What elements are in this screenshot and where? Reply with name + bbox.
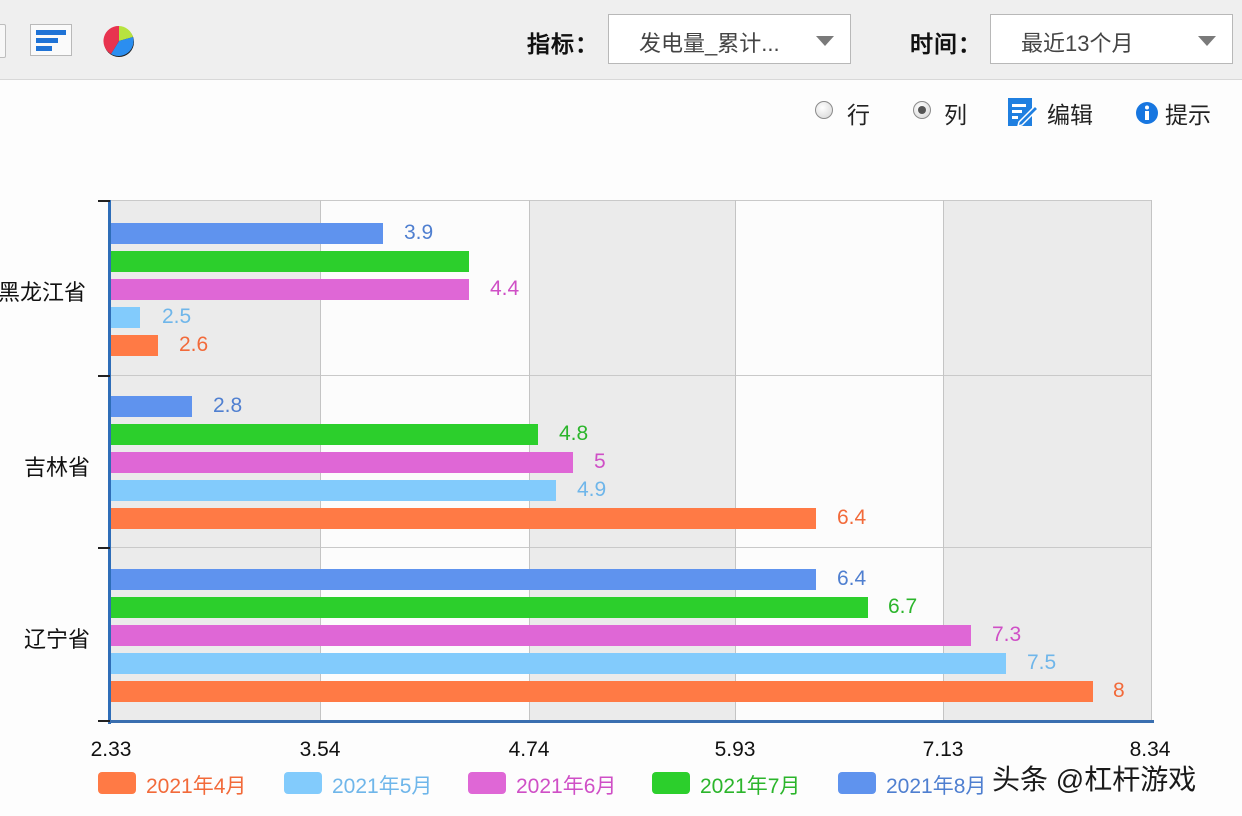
- y-axis-tick: [98, 720, 110, 722]
- data-label: 4.8: [559, 422, 589, 445]
- legend-item-2021-08[interactable]: 2021年8月: [838, 770, 1008, 798]
- bar-jilin-2021-07[interactable]: [111, 424, 538, 445]
- row-radio-option[interactable]: 行: [815, 96, 875, 134]
- bar-jilin-2021-05[interactable]: [111, 480, 556, 501]
- pie-chart-icon: [103, 25, 134, 57]
- gridline-vertical: [943, 200, 944, 722]
- toolbar: 指标： 发电量_累计... 时间： 最近13个月: [0, 0, 1242, 80]
- data-label: 4.4: [490, 277, 520, 300]
- time-select[interactable]: 最近13个月: [990, 14, 1233, 64]
- legend-item-2021-04[interactable]: 2021年4月: [98, 770, 268, 798]
- legend-label: 2021年6月: [516, 775, 617, 798]
- x-axis: [108, 720, 1154, 723]
- hint-label: 提示: [1165, 102, 1211, 128]
- data-label: 6.7: [888, 595, 918, 618]
- row-radio-label: 行: [847, 102, 870, 128]
- edit-button[interactable]: 编辑: [1007, 96, 1102, 134]
- time-select-value: 最近13个月: [1021, 31, 1134, 56]
- legend-label: 2021年4月: [146, 775, 247, 798]
- x-tick-label: 2.33: [90, 738, 132, 761]
- bar-liaoning-2021-04[interactable]: [111, 681, 1093, 702]
- data-label: 6.4: [837, 567, 867, 590]
- bar-heilongjiang-2021-04[interactable]: [111, 335, 158, 356]
- legend-label: 2021年8月: [886, 775, 987, 798]
- bar-liaoning-2021-08[interactable]: [111, 569, 816, 590]
- bar-heilongjiang-2021-07[interactable]: [111, 251, 469, 272]
- legend-item-2021-05[interactable]: 2021年5月: [284, 770, 454, 798]
- edit-icon: [1008, 98, 1039, 128]
- category-label-heilongjiang: 黑龙江省: [0, 280, 87, 305]
- gridline-horizontal: [110, 547, 1152, 548]
- x-tick-label: 4.74: [508, 738, 550, 761]
- bar-jilin-2021-08[interactable]: [111, 396, 192, 417]
- legend-label: 2021年5月: [332, 775, 433, 798]
- data-label: 5: [594, 450, 606, 473]
- data-label: 8: [1113, 679, 1125, 702]
- indicator-select-value: 发电量_累计...: [639, 31, 780, 56]
- toolbar-partial-button[interactable]: [0, 24, 6, 58]
- gridline-horizontal: [110, 375, 1152, 376]
- bar-jilin-2021-06[interactable]: [111, 452, 573, 473]
- edit-label: 编辑: [1047, 102, 1093, 128]
- plot-band: [943, 200, 1152, 722]
- legend-swatch: [468, 772, 506, 794]
- pie-chart-button[interactable]: [102, 24, 136, 58]
- data-label: 7.5: [1027, 651, 1057, 674]
- bar-liaoning-2021-06[interactable]: [111, 625, 971, 646]
- bar-heilongjiang-2021-05[interactable]: [111, 307, 140, 328]
- y-axis-tick: [98, 200, 110, 202]
- legend-swatch: [652, 772, 690, 794]
- column-radio-option[interactable]: 列: [913, 96, 973, 134]
- bar-liaoning-2021-07[interactable]: [111, 597, 868, 618]
- data-label: 6.4: [837, 506, 867, 529]
- bar-jilin-2021-04[interactable]: [111, 508, 816, 529]
- data-label: 3.9: [404, 221, 434, 244]
- x-tick-label: 8.34: [1129, 738, 1171, 761]
- data-label: 2.5: [162, 305, 192, 328]
- y-axis-tick: [98, 547, 110, 549]
- indicator-label: 指标：: [527, 31, 599, 57]
- gridline-vertical: [735, 200, 736, 722]
- hint-button[interactable]: 提示: [1136, 96, 1221, 134]
- x-tick-label: 7.13: [922, 738, 964, 761]
- data-label: 7.3: [992, 623, 1022, 646]
- legend-item-2021-07[interactable]: 2021年7月: [652, 770, 822, 798]
- gridline-top: [110, 200, 1152, 201]
- data-label: 2.6: [179, 333, 209, 356]
- bar-heilongjiang-2021-08[interactable]: [111, 223, 383, 244]
- x-tick-label: 3.54: [299, 738, 341, 761]
- chevron-down-icon: [816, 36, 834, 46]
- watermark: 头条 @杠杆游戏: [992, 764, 1197, 795]
- legend-swatch: [98, 772, 136, 794]
- chevron-down-icon: [1198, 36, 1216, 46]
- column-radio-label: 列: [944, 102, 967, 128]
- y-axis: [108, 200, 111, 724]
- legend-swatch: [838, 772, 876, 794]
- data-label: 4.9: [577, 478, 607, 501]
- bar-chart-button[interactable]: [30, 24, 72, 56]
- legend-swatch: [284, 772, 322, 794]
- x-tick-label: 5.93: [714, 738, 756, 761]
- column-radio[interactable]: [913, 101, 931, 119]
- time-label: 时间：: [910, 31, 982, 57]
- y-axis-tick: [98, 375, 110, 377]
- bar-heilongjiang-2021-06[interactable]: [111, 279, 469, 300]
- gridline-right: [1151, 200, 1152, 722]
- legend-item-2021-06[interactable]: 2021年6月: [468, 770, 638, 798]
- category-label-liaoning: 辽宁省: [24, 627, 91, 652]
- data-label: 2.8: [213, 394, 243, 417]
- legend-label: 2021年7月: [700, 775, 801, 798]
- category-label-jilin: 吉林省: [24, 455, 91, 480]
- info-icon: [1136, 102, 1158, 124]
- row-radio[interactable]: [815, 101, 833, 119]
- indicator-select[interactable]: 发电量_累计...: [608, 14, 851, 64]
- bar-liaoning-2021-05[interactable]: [111, 653, 1006, 674]
